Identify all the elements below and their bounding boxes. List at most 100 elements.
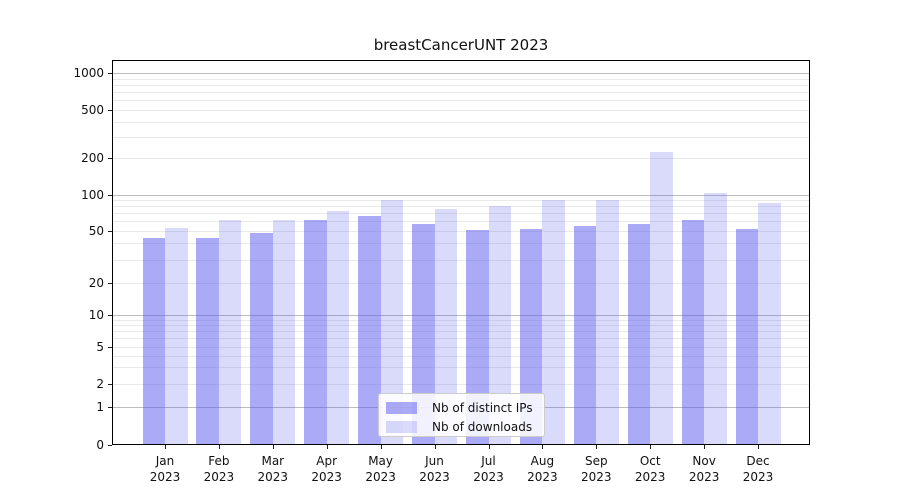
bar-downloads-jan — [165, 227, 188, 445]
x-tick-label: Sep 2023 — [581, 454, 612, 485]
y-tick-label: 10 — [88, 308, 104, 322]
minor-gridline — [112, 367, 810, 369]
bar-downloads-dec — [758, 203, 781, 445]
minor-gridline — [112, 355, 810, 357]
x-tick-label: Aug 2023 — [527, 454, 558, 485]
y-tick-mark — [108, 445, 112, 446]
x-tick-label: Jan 2023 — [149, 454, 181, 485]
major-gridline — [112, 195, 810, 196]
y-tick-mark — [108, 384, 112, 385]
x-tick-mark — [434, 445, 436, 449]
bar-downloads-oct — [650, 151, 673, 445]
legend-label-distinct-ips: Nb of distinct IPs — [432, 400, 533, 415]
y-tick-label: 5 — [96, 339, 104, 354]
minor-gridline — [112, 110, 810, 111]
minor-gridline — [112, 282, 810, 284]
x-tick-mark — [488, 445, 490, 449]
bar-distinct-ips-jul — [466, 229, 489, 445]
bar-downloads-may — [380, 200, 404, 445]
bar-distinct-ips-may — [358, 216, 381, 445]
bar-distinct-ips-sep — [573, 225, 597, 445]
minor-gridline — [112, 78, 810, 80]
y-tick-mark — [108, 230, 112, 232]
minor-gridline — [112, 158, 810, 159]
x-tick-mark — [704, 445, 706, 449]
y-tick-mark — [108, 346, 112, 348]
bar-downloads-sep — [596, 200, 619, 445]
x-tick-mark — [542, 445, 544, 449]
minor-gridline — [112, 200, 810, 202]
bar-distinct-ips-mar — [250, 232, 273, 445]
minor-gridline — [112, 92, 810, 93]
chart-title: breastCancerUNT 2023 — [373, 36, 549, 54]
x-tick-label: Apr 2023 — [311, 454, 342, 485]
y-tick-mark — [108, 195, 112, 196]
legend-entry-downloads: Nb of downloads — [386, 417, 544, 436]
x-tick-mark — [758, 445, 759, 449]
major-gridline — [112, 315, 810, 316]
y-tick-mark — [108, 407, 112, 408]
bar-downloads-apr — [326, 211, 350, 445]
bar-distinct-ips-jun — [412, 223, 435, 445]
bar-downloads-nov — [704, 192, 727, 445]
x-tick-mark — [326, 445, 328, 449]
legend-entry-distinct-ips: Nb of distinct IPs — [386, 398, 544, 417]
y-tick-mark — [108, 110, 112, 111]
y-tick-label: 100 — [81, 188, 104, 202]
minor-gridline — [112, 100, 810, 102]
x-tick-label: May 2023 — [365, 454, 396, 485]
bar-distinct-ips-feb — [196, 237, 219, 445]
legend: Nb of distinct IPs Nb of downloads — [378, 393, 545, 437]
bar-distinct-ips-nov — [681, 219, 705, 445]
minor-gridline — [112, 84, 810, 86]
major-gridline — [112, 73, 810, 74]
bar-downloads-jun — [434, 209, 457, 445]
minor-gridline — [112, 243, 810, 245]
minor-gridline — [112, 221, 810, 223]
legend-label-downloads: Nb of downloads — [432, 419, 533, 434]
bar-downloads-mar — [272, 220, 296, 445]
minor-gridline — [112, 206, 810, 208]
bar-downloads-feb — [218, 220, 242, 445]
minor-gridline — [112, 213, 810, 215]
y-tick-label: 0 — [96, 438, 104, 452]
y-tick-mark — [108, 282, 112, 284]
minor-gridline — [112, 346, 810, 348]
x-tick-label: Mar 2023 — [257, 454, 289, 485]
x-tick-mark — [380, 445, 382, 449]
y-tick-label: 1000 — [73, 66, 104, 80]
x-tick-label: Nov 2023 — [688, 454, 720, 485]
minor-gridline — [112, 338, 810, 340]
y-tick-label: 2 — [96, 377, 104, 391]
x-tick-label: Dec 2023 — [742, 454, 774, 485]
y-tick-mark — [108, 315, 112, 316]
x-tick-mark — [272, 445, 274, 449]
x-tick-mark — [650, 445, 652, 449]
minor-gridline — [112, 384, 810, 385]
y-tick-label: 1 — [96, 400, 104, 414]
minor-gridline — [112, 230, 810, 232]
minor-gridline — [112, 331, 810, 333]
x-tick-label: Jun 2023 — [419, 454, 450, 485]
x-tick-label: Oct 2023 — [634, 454, 666, 485]
y-tick-label: 200 — [81, 151, 104, 165]
y-tick-label: 20 — [88, 275, 104, 290]
y-tick-label: 50 — [88, 223, 104, 238]
bar-distinct-ips-apr — [304, 220, 327, 445]
minor-gridline — [112, 319, 810, 321]
minor-gridline — [112, 259, 810, 261]
legend-swatch-distinct-ips — [386, 401, 417, 414]
bar-downloads-aug — [542, 199, 565, 445]
y-tick-mark — [108, 158, 112, 159]
bar-distinct-ips-jan — [142, 237, 165, 445]
y-tick-label: 500 — [81, 103, 104, 117]
x-tick-mark — [165, 445, 166, 449]
bar-downloads-jul — [488, 205, 511, 445]
legend-swatch-downloads — [386, 420, 417, 433]
x-tick-mark — [218, 445, 220, 449]
bar-distinct-ips-oct — [627, 223, 651, 445]
minor-gridline — [112, 136, 810, 138]
bar-distinct-ips-aug — [519, 228, 543, 445]
bar-distinct-ips-dec — [735, 228, 758, 445]
